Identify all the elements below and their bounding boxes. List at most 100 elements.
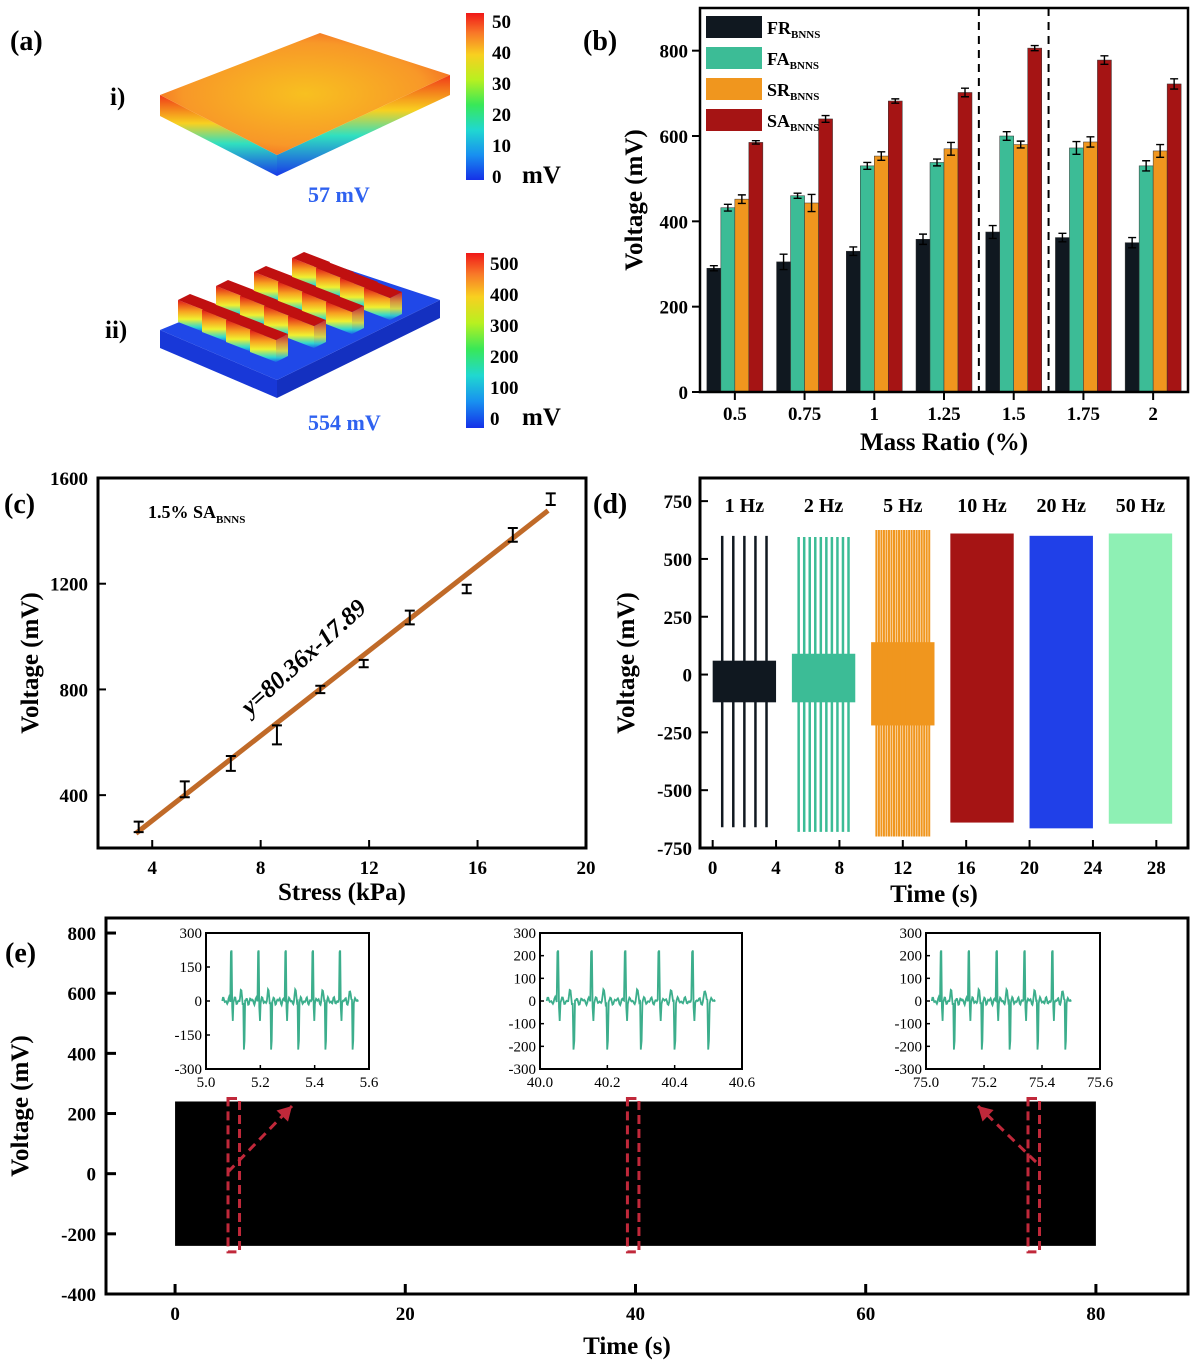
error-bar	[877, 151, 886, 162]
colorbar-i-tick: 10	[492, 136, 511, 157]
bar-SR-2	[1152, 150, 1168, 393]
error-bar	[863, 161, 872, 170]
chart-d: 1 Hz 2 Hz 5 Hz 10 Hz 20 Hz 50 Hz 0 4 8 12 16 20 24 28…	[613, 476, 1190, 908]
inset-y-tick-label: 0	[915, 994, 923, 1010]
error-bar	[1002, 131, 1011, 141]
pillar-top	[264, 300, 302, 316]
x-axis-label: Mass Ratio (%)	[860, 429, 1028, 456]
colorbar-ii-tick: 200	[490, 347, 519, 368]
noise-band	[791, 653, 856, 703]
y-tick-label: 600	[68, 984, 97, 1005]
pillar-side	[390, 292, 402, 320]
inset-y-tick-label: 200	[514, 949, 537, 965]
inset-y-tick-label: 100	[900, 971, 923, 987]
highlight-box-3	[1026, 1096, 1042, 1254]
inset-3: 75.0 75.2 75.4 75.6 300 200 100 0 -100 -200 -300	[895, 926, 1114, 1091]
colorbar-i-unit: mV	[522, 162, 561, 189]
pillar-front	[226, 320, 252, 352]
frequency-label: 50 Hz	[1116, 495, 1166, 517]
trace-20-Hz	[1029, 535, 1093, 829]
colorbar-i-ticks: 50 40 30 20 10 0	[492, 12, 511, 188]
legend-swatch-FA	[706, 47, 762, 69]
x-tick-label: 28	[1147, 858, 1166, 879]
plot-frame	[104, 916, 1190, 1296]
colorbar-ii-tick: 500	[490, 254, 519, 275]
pillar-front	[250, 330, 276, 362]
colorbar-i-tick: 50	[492, 12, 511, 33]
panel-label-c: (c)	[4, 489, 35, 520]
inset-x-tick-label: 40.2	[594, 1075, 620, 1091]
pillar-top	[178, 294, 216, 310]
panel-label-e: (e)	[5, 938, 36, 969]
x-tick-label: 12	[360, 858, 379, 879]
pillar	[288, 310, 326, 348]
pillar-top	[288, 310, 326, 326]
chart-c: 4 8 12 16 20 400 800 1200 1600 Stress (kPa) Voltag…	[17, 469, 596, 906]
pillar-top	[278, 276, 316, 292]
data-point	[179, 780, 190, 799]
y-tick-label: 800	[660, 42, 689, 63]
error-bar	[1058, 232, 1067, 243]
x-tick-label: 60	[856, 1304, 875, 1325]
inset-waveform	[545, 950, 716, 1050]
x-axis-label: Time (s)	[583, 1333, 671, 1360]
pillar-top	[216, 280, 254, 296]
pillar-front	[288, 316, 314, 348]
pillar-front	[178, 300, 204, 332]
panel-c: (c) 4 8 12 16 20 400 800 1200 1600 Stress (kPa) Vo…	[4, 469, 596, 906]
x-tick-label: 16	[957, 858, 976, 879]
x-tick-label: 20	[577, 858, 596, 879]
inset-y-tick-label: 0	[195, 994, 203, 1010]
error-bar	[1170, 78, 1179, 90]
inset-y-tick-label: 200	[900, 949, 923, 965]
y-axis-label: Voltage (mV)	[7, 1035, 34, 1176]
pillar-top	[240, 290, 278, 306]
x-tick-label: 40	[626, 1304, 645, 1325]
inset-waveform	[221, 950, 359, 1050]
colorbar-i-tick: 40	[492, 43, 511, 64]
inset-x-tick-label: 40.0	[527, 1075, 553, 1091]
x-axis-label: Stress (kPa)	[278, 879, 406, 906]
annotation: 1.5% SABNNS	[148, 502, 245, 526]
trace-50-Hz	[1108, 533, 1173, 824]
bar-SR-0.5	[734, 198, 750, 393]
pillar-front	[364, 288, 390, 320]
bar-SA-1	[888, 100, 903, 393]
bar-SA-1.5	[1027, 47, 1042, 393]
x-tick-label: 24	[1083, 858, 1103, 879]
frequency-label: 1 Hz	[725, 495, 765, 517]
pillar-front	[202, 310, 228, 342]
dense-trace	[950, 533, 1014, 823]
y-tick-label: 800	[68, 924, 97, 945]
pillar-side	[276, 334, 288, 362]
bar-FA-0.5	[720, 207, 736, 393]
bar-FA-2	[1138, 165, 1154, 393]
pillar-top	[226, 314, 264, 330]
inset-y-tick-label: 300	[514, 926, 537, 942]
inset-y-tick-label: 300	[900, 926, 923, 942]
error-bar	[1030, 44, 1039, 52]
x-tick-label: 4	[147, 858, 157, 879]
y-tick-label: 600	[660, 127, 689, 148]
trace-10-Hz	[950, 533, 1014, 823]
data-point	[271, 724, 282, 746]
highlight-box-2	[625, 1096, 641, 1254]
pillar-front	[326, 302, 352, 334]
inset-y-tick-label: -300	[895, 1062, 923, 1078]
y-axis-label: Voltage (mV)	[621, 129, 648, 270]
pillar	[250, 324, 288, 362]
y-tick-label: 400	[68, 1044, 97, 1065]
bar-FR-0.75	[776, 261, 791, 393]
y-tick-label: -250	[657, 723, 692, 744]
inset-x-tick-label: 5.6	[360, 1075, 379, 1091]
error-bar	[723, 203, 732, 212]
error-bar	[933, 158, 941, 167]
colorbar-ii-tick: 300	[490, 316, 519, 337]
frequency-label: 10 Hz	[957, 495, 1007, 517]
bar-SA-0.75	[818, 118, 833, 393]
y-tick-label: 400	[660, 212, 689, 233]
error-bar	[1086, 136, 1095, 148]
colorbar-ii	[466, 253, 484, 428]
inset-y-tick-label: -300	[509, 1062, 537, 1078]
